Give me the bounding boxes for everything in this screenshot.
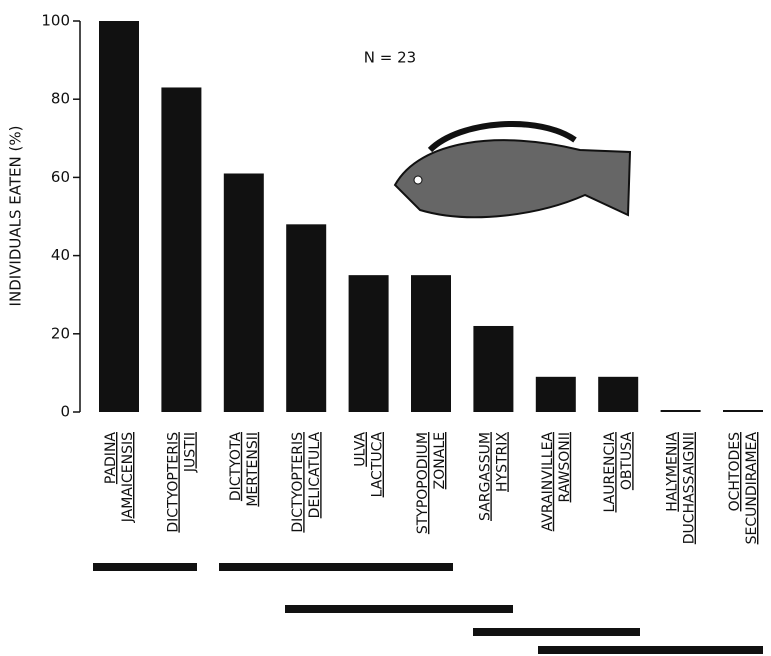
y-axis-label: INDIVIDUALS EATEN (%) <box>7 126 25 307</box>
x-tick-label: JAMAICENSIS <box>120 432 136 523</box>
bar <box>723 410 763 412</box>
x-tick-label: MERTENSII <box>245 432 261 507</box>
y-tick-label: 0 <box>60 403 70 421</box>
bar <box>598 377 638 412</box>
x-tick-label: HYSTRIX <box>494 432 510 492</box>
x-tick-label: LACTUCA <box>370 432 386 498</box>
x-tick-label: DELICATULA <box>307 432 323 519</box>
x-tick-label: ZONALE <box>432 432 448 489</box>
bar <box>161 87 201 412</box>
bar <box>99 21 139 412</box>
x-tick-label: DICTYOTA <box>228 432 244 502</box>
x-tick-label: RAWSONII <box>557 432 573 502</box>
subset-bars <box>93 563 763 654</box>
x-tick-label: PADINA <box>103 432 119 485</box>
x-tick-label: DUCHASSAIGNII <box>682 432 698 544</box>
fish-illustration <box>395 124 630 217</box>
bar <box>286 224 326 412</box>
x-tick-label: HALYMENIA <box>665 432 681 512</box>
annotation: N = 23 <box>364 49 416 67</box>
y-tick-label: 20 <box>51 324 70 342</box>
bar <box>661 410 701 412</box>
bar <box>536 377 576 412</box>
x-tick-label: JUSTII <box>182 432 198 473</box>
x-tick-label: AVRAINVILLEA <box>540 432 556 532</box>
x-tick-label: DICTYOPTERIS <box>290 432 306 533</box>
x-tick-label: LAURENCIA <box>602 432 618 513</box>
x-tick-label: DICTYOPTERIS <box>165 432 181 533</box>
x-tick-label: OBTUSA <box>619 432 635 491</box>
x-tick-label: ULVA <box>353 432 369 467</box>
bar <box>349 275 389 412</box>
x-tick-label: OCHTODES <box>727 432 743 512</box>
y-tick-label: 40 <box>51 246 70 264</box>
bar <box>411 275 451 412</box>
x-tick-label: STYPOPODIUM <box>415 432 431 534</box>
bar <box>224 173 264 412</box>
bar <box>473 326 513 412</box>
y-tick-label: 100 <box>41 12 70 30</box>
y-tick-label: 80 <box>51 90 70 108</box>
chart: N = 23 INDIVIDUALS EATEN (%) 0 20 40 60 80 10… <box>0 0 771 656</box>
y-tick-label: 60 <box>51 168 70 186</box>
x-tick-label: SECUNDIRAMEA <box>744 432 760 545</box>
x-tick-label: SARGASSUM <box>477 432 493 521</box>
